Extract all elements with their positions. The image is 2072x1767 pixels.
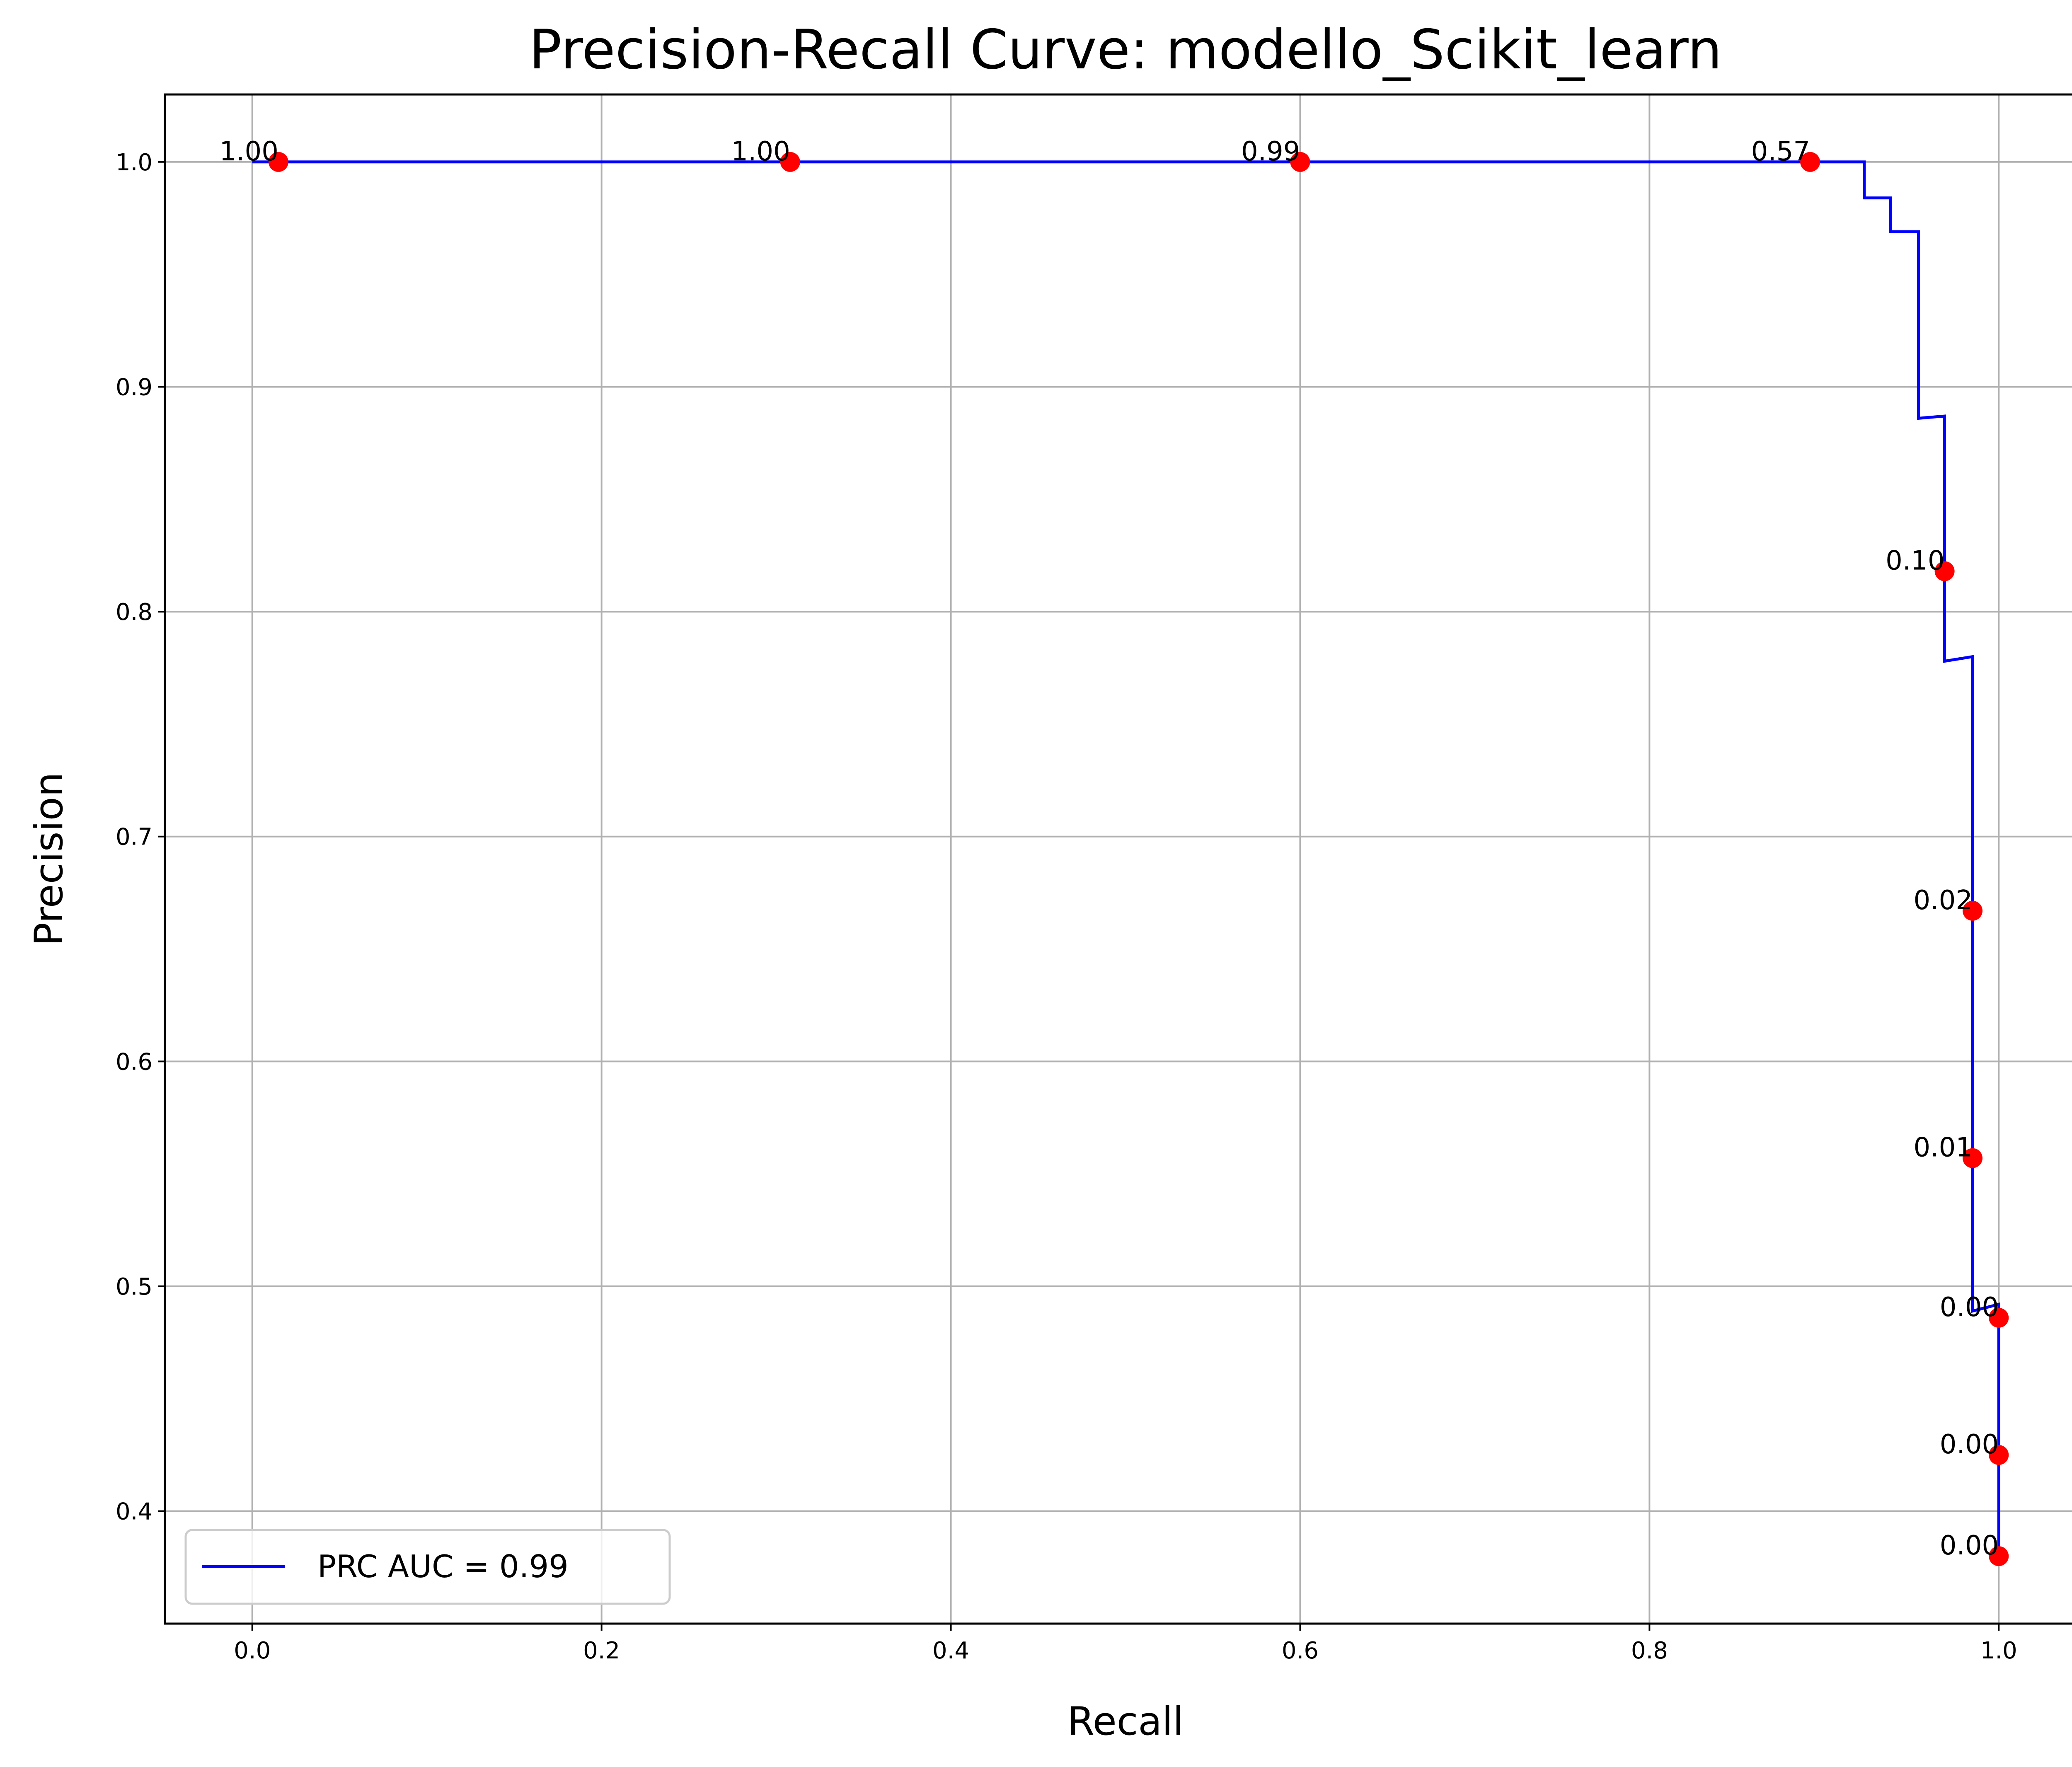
threshold-label: 1.00 — [219, 136, 278, 167]
threshold-point — [1963, 1148, 1983, 1168]
legend: PRC AUC = 0.99 — [184, 1529, 671, 1605]
x-tick-label: 0.4 — [932, 1637, 969, 1664]
threshold-point — [1934, 561, 1955, 581]
x-tick-label: 1.0 — [1980, 1637, 2017, 1664]
chart-title: Precision-Recall Curve: modello_Scikit_l… — [529, 18, 1722, 81]
x-axis-ticks: 0.0 0.2 0.4 0.6 0.8 1.0 — [234, 1624, 2017, 1664]
threshold-label: 0.57 — [1751, 136, 1811, 167]
threshold-label: 1.00 — [731, 136, 790, 167]
threshold-label: 0.10 — [1886, 545, 1945, 576]
threshold-point — [780, 152, 800, 172]
pr-curve-line — [252, 160, 2000, 1556]
y-tick-label: 0.9 — [116, 374, 152, 401]
y-tick-label: 0.7 — [116, 824, 152, 851]
x-axis-label: Recall — [1067, 1699, 1184, 1744]
threshold-point — [1290, 152, 1310, 172]
legend-label: PRC AUC = 0.99 — [317, 1548, 569, 1585]
threshold-label: 0.00 — [1940, 1429, 1999, 1460]
threshold-point — [268, 152, 288, 172]
x-tick-label: 0.2 — [583, 1637, 620, 1664]
threshold-label: 0.01 — [1914, 1133, 1973, 1163]
legend-box — [184, 1529, 671, 1605]
y-tick-label: 0.8 — [116, 599, 152, 626]
y-axis-label: Precision — [27, 772, 72, 946]
threshold-point — [1800, 152, 1820, 172]
y-tick-label: 1.0 — [116, 149, 152, 176]
y-tick-label: 0.4 — [116, 1498, 152, 1525]
threshold-label: 0.00 — [1940, 1292, 1999, 1323]
series-layer — [252, 160, 2000, 1556]
threshold-label: 0.99 — [1241, 136, 1300, 167]
y-axis-ticks: 0.4 0.5 0.6 0.7 0.8 0.9 1.0 — [116, 149, 165, 1525]
threshold-point — [1989, 1308, 2009, 1328]
threshold-label: 0.02 — [1914, 885, 1973, 916]
threshold-label: 0.00 — [1940, 1530, 1999, 1561]
points-layer: 1.00 1.00 0.99 0.57 0.10 0.02 0.01 0.00 0.00 0.00 — [219, 136, 2009, 1566]
y-tick-label: 0.6 — [116, 1048, 152, 1075]
y-tick-label: 0.5 — [116, 1273, 152, 1300]
threshold-point — [1989, 1546, 2009, 1566]
plot-frame — [164, 93, 2072, 1625]
threshold-point — [1963, 900, 1983, 921]
x-tick-label: 0.8 — [1631, 1637, 1668, 1664]
x-tick-label: 0.6 — [1282, 1637, 1319, 1664]
x-tick-label: 0.0 — [234, 1637, 271, 1664]
threshold-point — [1989, 1445, 2009, 1465]
